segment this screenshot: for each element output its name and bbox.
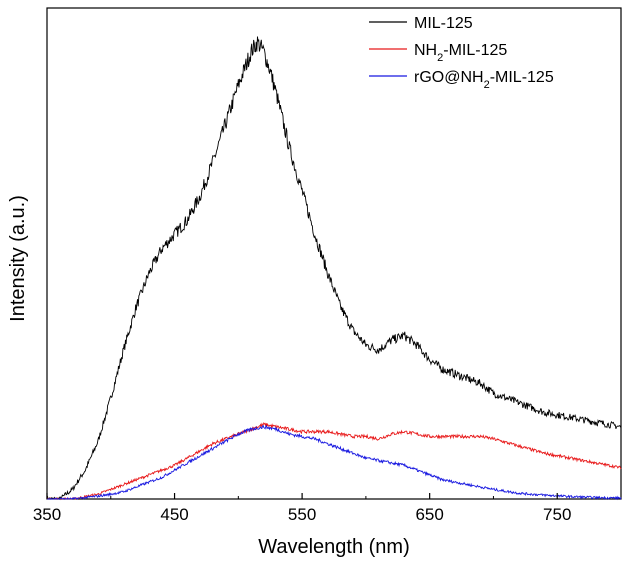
series-line-0	[46, 36, 622, 501]
legend-label-subscript: 2	[437, 52, 443, 64]
legend-label-suffix: -MIL-125	[490, 69, 554, 86]
legend-label-suffix: -MIL-125	[443, 42, 507, 59]
plot-frame	[46, 7, 622, 500]
plot-area	[46, 7, 622, 501]
legend-label: MIL-125	[414, 15, 473, 32]
legend-label-main: MIL-125	[414, 15, 473, 32]
legend-label: rGO@NH2-MIL-125	[414, 69, 554, 91]
x-ticks: 350 450 550 650 750	[33, 493, 571, 524]
x-tick-label: 550	[288, 505, 316, 524]
legend-label-subscript: 2	[484, 79, 490, 91]
y-axis-title: Intensity (a.u.)	[7, 195, 29, 322]
x-tick-label: 350	[33, 505, 61, 524]
series-layer	[46, 36, 622, 501]
x-tick-label: 450	[160, 505, 188, 524]
x-axis-title: Wavelength (nm)	[258, 536, 410, 558]
legend-label: NH2-MIL-125	[414, 42, 507, 64]
series-line-1	[46, 421, 622, 500]
series-line-2	[46, 424, 622, 501]
legend-label-main: rGO@NH	[414, 69, 484, 86]
x-tick-label: 750	[543, 505, 571, 524]
legend-label-main: NH	[414, 42, 437, 59]
x-tick-label: 650	[415, 505, 443, 524]
